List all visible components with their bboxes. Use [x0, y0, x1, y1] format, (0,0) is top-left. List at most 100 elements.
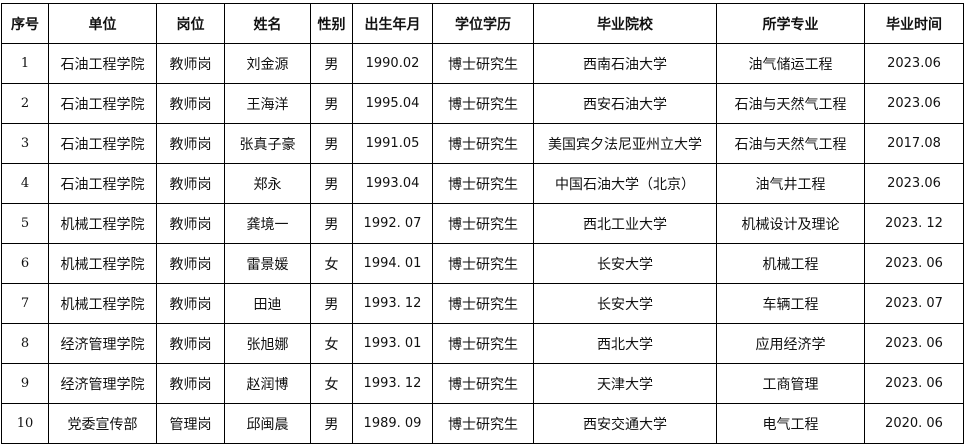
cell-gender: 男 — [310, 123, 353, 164]
cell-birth-date: 1993. 01 — [352, 323, 433, 364]
cell-degree: 博士研究生 — [432, 123, 534, 164]
header-name: 姓名 — [224, 3, 311, 44]
cell-index: 6 — [1, 243, 49, 284]
header-major: 所学专业 — [716, 3, 865, 44]
cell-major: 应用经济学 — [716, 323, 865, 364]
cell-unit: 石油工程学院 — [48, 43, 157, 84]
cell-index: 10 — [1, 403, 49, 444]
header-position: 岗位 — [156, 3, 225, 44]
cell-name: 张真子豪 — [224, 123, 311, 164]
cell-index: 4 — [1, 163, 49, 204]
cell-unit: 石油工程学院 — [48, 163, 157, 204]
cell-graduation-date: 2023.06 — [864, 163, 964, 204]
cell-major: 机械工程 — [716, 243, 865, 284]
cell-graduation-date: 2023. 06 — [864, 243, 964, 284]
cell-major: 工商管理 — [716, 363, 865, 404]
cell-name: 刘金源 — [224, 43, 311, 84]
cell-position: 教师岗 — [156, 363, 225, 404]
cell-birth-date: 1994. 01 — [352, 243, 433, 284]
cell-index: 7 — [1, 283, 49, 324]
cell-degree: 博士研究生 — [432, 403, 534, 444]
header-school: 毕业院校 — [533, 3, 717, 44]
cell-school: 中国石油大学（北京） — [533, 163, 717, 204]
cell-index: 9 — [1, 363, 49, 404]
cell-birth-date: 1993.04 — [352, 163, 433, 204]
table-row: 3 石油工程学院 教师岗 张真子豪男 1991.05 博士研究生 美国宾夕法尼亚州立大学 石油… — [1, 123, 964, 164]
cell-name: 龚境一 — [224, 203, 311, 244]
header-birth-date: 出生年月 — [352, 3, 433, 44]
cell-name: 邱闽晨 — [224, 403, 311, 444]
cell-major: 机械设计及理论 — [716, 203, 865, 244]
cell-unit: 机械工程学院 — [48, 203, 157, 244]
cell-name: 王海洋 — [224, 83, 311, 124]
cell-degree: 博士研究生 — [432, 363, 534, 404]
cell-gender: 女 — [310, 323, 353, 364]
cell-position: 教师岗 — [156, 203, 225, 244]
cell-name: 郑永 — [224, 163, 311, 204]
cell-graduation-date: 2023. 06 — [864, 363, 964, 404]
header-graduation-date: 毕业时间 — [864, 3, 964, 44]
cell-graduation-date: 2023. 12 — [864, 203, 964, 244]
cell-position: 教师岗 — [156, 163, 225, 204]
cell-graduation-date: 2023.06 — [864, 43, 964, 84]
cell-birth-date: 1989. 09 — [352, 403, 433, 444]
cell-birth-date: 1995.04 — [352, 83, 433, 124]
cell-degree: 博士研究生 — [432, 323, 534, 364]
cell-position: 教师岗 — [156, 123, 225, 164]
header-row: 序号 单位 岗位 姓名 性别 出生年月 学位学历 毕业院校 所学专业 毕业时间 — [1, 3, 964, 44]
cell-index: 1 — [1, 43, 49, 84]
header-degree: 学位学历 — [432, 3, 534, 44]
cell-position: 教师岗 — [156, 43, 225, 84]
cell-position: 教师岗 — [156, 243, 225, 284]
cell-name: 雷景媛 — [224, 243, 311, 284]
table-row: 2 石油工程学院 教师岗 王海洋男 1995.04 博士研究生 西安石油大学 石油与天然气工程… — [1, 83, 964, 124]
cell-school: 长安大学 — [533, 283, 717, 324]
cell-school: 西北工业大学 — [533, 203, 717, 244]
cell-degree: 博士研究生 — [432, 83, 534, 124]
cell-position: 教师岗 — [156, 323, 225, 364]
table-row: 6 机械工程学院 教师岗 雷景媛女 1994. 01 博士研究生 长安大学 机械工程 2023.… — [1, 243, 964, 284]
cell-major: 电气工程 — [716, 403, 865, 444]
cell-birth-date: 1990.02 — [352, 43, 433, 84]
table-row: 1 石油工程学院 教师岗 刘金源男 1990.02 博士研究生 西南石油大学 油气储运工程 20… — [1, 43, 964, 84]
cell-unit: 机械工程学院 — [48, 243, 157, 284]
header-index: 序号 — [1, 3, 49, 44]
cell-major: 石油与天然气工程 — [716, 123, 865, 164]
table-row: 7 机械工程学院 教师岗 田迪男 1993. 12 博士研究生 长安大学 车辆工程 2023. … — [1, 283, 964, 324]
cell-school: 西北大学 — [533, 323, 717, 364]
cell-graduation-date: 2023.06 — [864, 83, 964, 124]
cell-school: 美国宾夕法尼亚州立大学 — [533, 123, 717, 164]
cell-school: 西安交通大学 — [533, 403, 717, 444]
cell-birth-date: 1991.05 — [352, 123, 433, 164]
table-row: 8 经济管理学院 教师岗 张旭娜女 1993. 01 博士研究生 西北大学 应用经济学 2023… — [1, 323, 964, 364]
cell-school: 西南石油大学 — [533, 43, 717, 84]
cell-gender: 男 — [310, 203, 353, 244]
cell-unit: 石油工程学院 — [48, 123, 157, 164]
cell-major: 油气储运工程 — [716, 43, 865, 84]
cell-birth-date: 1993. 12 — [352, 363, 433, 404]
cell-degree: 博士研究生 — [432, 163, 534, 204]
table-row: 4 石油工程学院 教师岗 郑永男 1993.04 博士研究生 中国石油大学（北京） 油气井工程… — [1, 163, 964, 204]
cell-gender: 女 — [310, 363, 353, 404]
cell-major: 石油与天然气工程 — [716, 83, 865, 124]
cell-school: 天津大学 — [533, 363, 717, 404]
cell-degree: 博士研究生 — [432, 243, 534, 284]
cell-graduation-date: 2023. 06 — [864, 323, 964, 364]
cell-gender: 男 — [310, 283, 353, 324]
cell-degree: 博士研究生 — [432, 43, 534, 84]
table-row: 10 党委宣传部 管理岗 邱闽晨男 1989. 09 博士研究生 西安交通大学 电气工程 202… — [1, 403, 964, 444]
cell-index: 2 — [1, 83, 49, 124]
cell-gender: 男 — [310, 83, 353, 124]
cell-position: 管理岗 — [156, 403, 225, 444]
cell-school: 长安大学 — [533, 243, 717, 284]
cell-name: 赵润博 — [224, 363, 311, 404]
cell-major: 油气井工程 — [716, 163, 865, 204]
cell-unit: 党委宣传部 — [48, 403, 157, 444]
table-row: 9 经济管理学院 教师岗 赵润博女 1993. 12 博士研究生 天津大学 工商管理 2023.… — [1, 363, 964, 404]
cell-major: 车辆工程 — [716, 283, 865, 324]
cell-index: 5 — [1, 203, 49, 244]
cell-gender: 男 — [310, 403, 353, 444]
cell-gender: 男 — [310, 43, 353, 84]
cell-position: 教师岗 — [156, 283, 225, 324]
cell-degree: 博士研究生 — [432, 283, 534, 324]
